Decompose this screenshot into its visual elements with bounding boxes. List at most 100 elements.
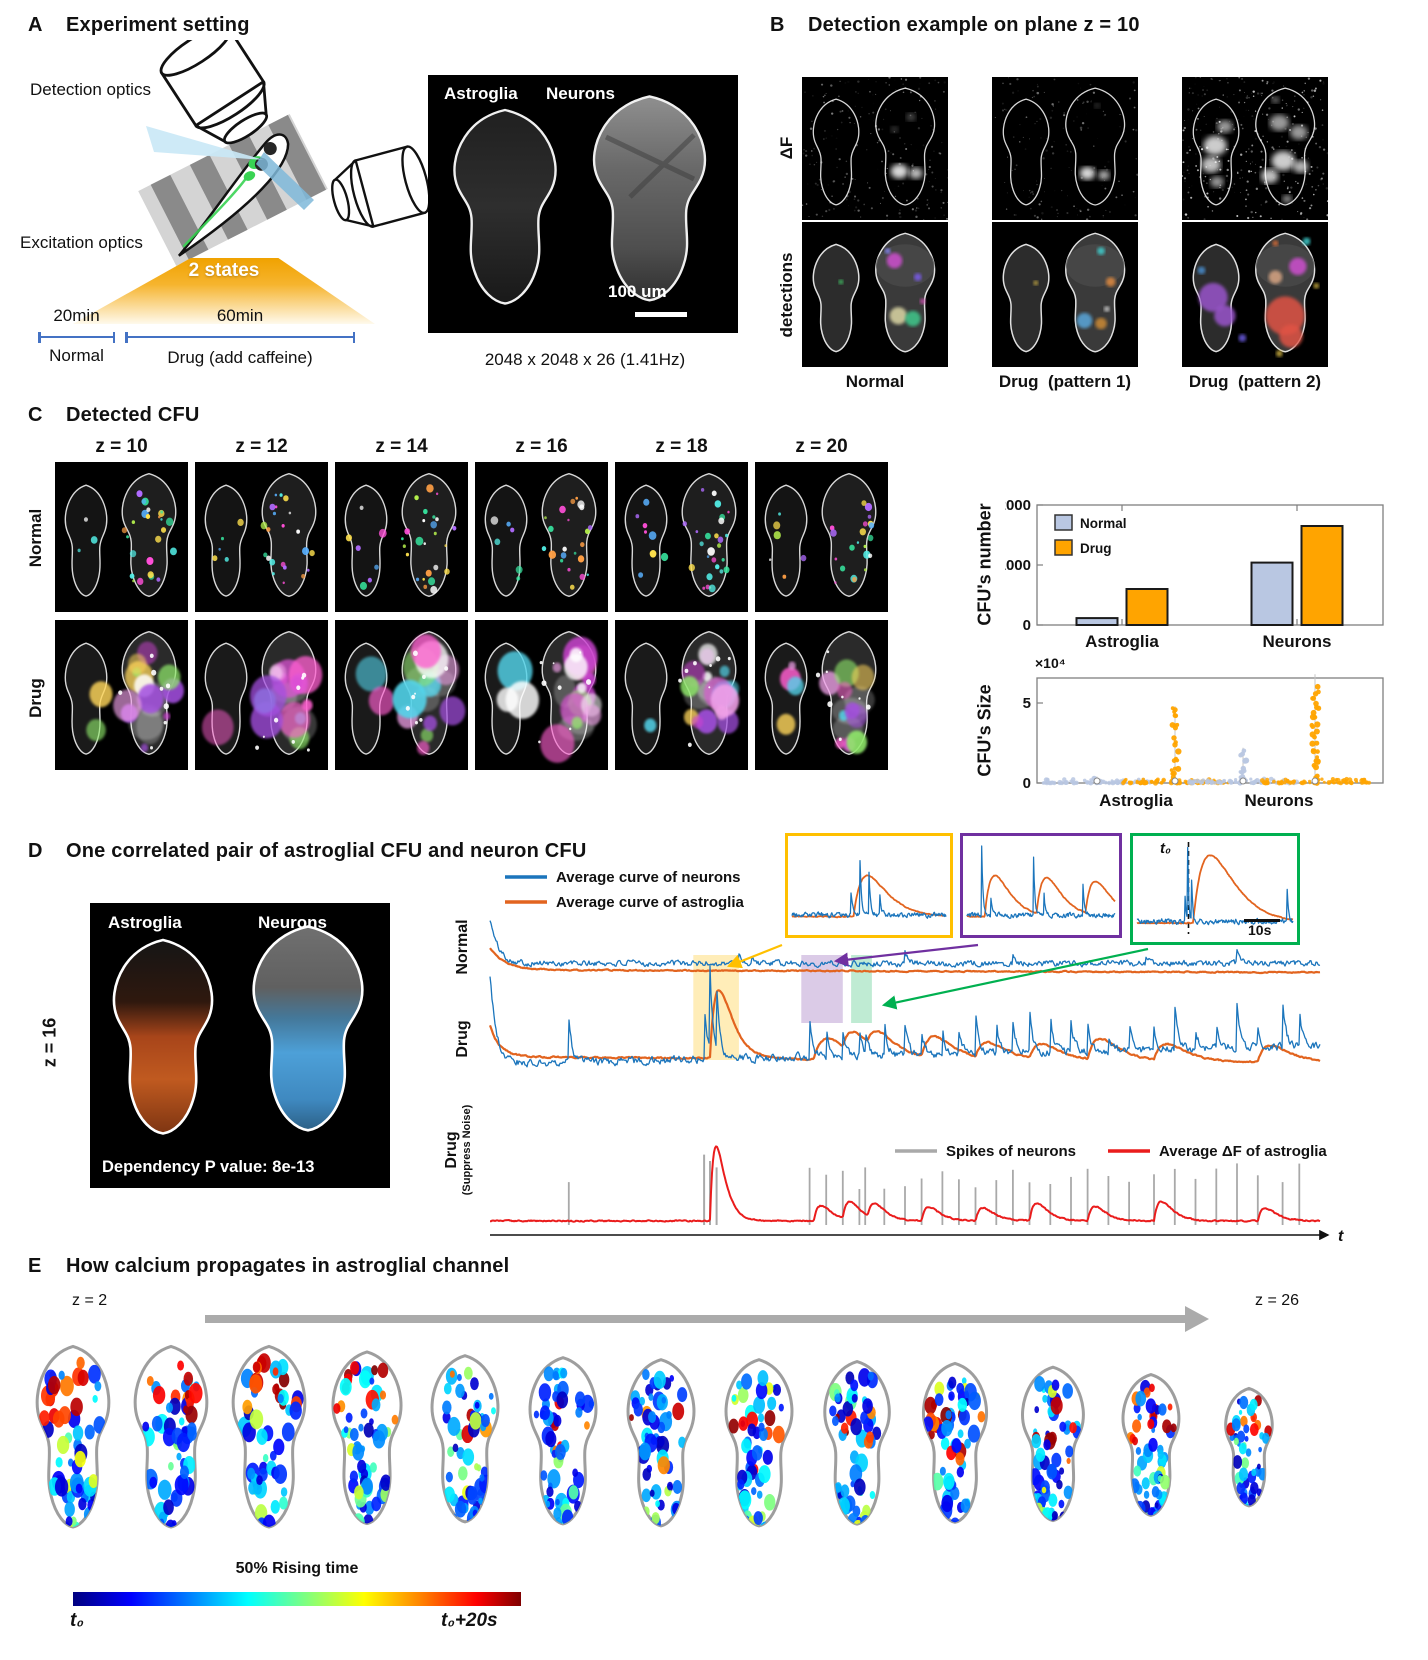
z-start-label: z = 2 [72, 1292, 108, 1309]
panel-e-title: E How calcium propagates in astroglial c… [28, 1255, 510, 1277]
row-label-detections: detections [777, 252, 796, 338]
cfu-tile-drug-z12 [195, 620, 328, 770]
cfu-tile-drug-z20 [755, 620, 888, 770]
inset-yellow [785, 833, 953, 938]
z-label-14: z = 14 [375, 436, 428, 457]
t0-marker-label: t₀ [1160, 840, 1171, 857]
timeline-normal-segment [38, 332, 115, 343]
propagation-brain [123, 1338, 219, 1563]
z-label-10: z = 10 [95, 436, 148, 457]
propagation-brain [711, 1338, 807, 1563]
z-label-12: z = 12 [235, 436, 288, 457]
rising-time-colorbar [73, 1592, 521, 1606]
df-image-drug1 [992, 77, 1138, 220]
svg-text:t: t [1338, 1228, 1344, 1245]
cfu-tile-normal-z10 [55, 462, 188, 612]
inset-green [1130, 833, 1300, 945]
svg-text:Astroglia: Astroglia [1085, 632, 1159, 651]
acquisition-caption: 2048 x 2048 x 26 (1.41Hz) [484, 350, 686, 369]
z-label-18: z = 18 [655, 436, 708, 457]
cfu-size-scatter-chart: ×10⁴ 0 5 Astroglia Neurons [1023, 655, 1384, 810]
propagation-brain [515, 1338, 611, 1563]
astroglia-channel-label: Astroglia [444, 84, 518, 103]
z-progression-arrow [205, 1315, 1185, 1323]
colorbar-left-label: t₀ [70, 1610, 84, 1631]
propagation-brain [25, 1338, 121, 1563]
svg-text:Neurons: Neurons [1245, 791, 1314, 810]
normal-phase-label: Normal [49, 346, 104, 365]
drug-duration: 60min [216, 306, 264, 325]
p-value-label: Dependency P value: 8e-13 [102, 1158, 315, 1176]
propagation-brain [809, 1338, 905, 1563]
svg-text:2000: 2000 [1005, 497, 1031, 514]
detections-image-drug1 [992, 222, 1138, 367]
propagation-brain [1201, 1338, 1297, 1563]
scale-bar [635, 312, 687, 317]
df-image-normal [802, 77, 948, 220]
svg-text:Average curve of astroglia: Average curve of astroglia [556, 894, 745, 911]
svg-text:×10⁴: ×10⁴ [1035, 655, 1066, 671]
propagation-brain [907, 1338, 1003, 1563]
astroglia-overlay-label: Astroglia [108, 913, 182, 932]
normal-duration: 20min [53, 306, 100, 325]
svg-text:Drug: Drug [1080, 541, 1112, 556]
cfu-tile-drug-z16 [475, 620, 608, 770]
cfu-tile-normal-z16 [475, 462, 608, 612]
cfu-tile-normal-z14 [335, 462, 468, 612]
trace-row-normal: Normal [454, 919, 471, 975]
z16-label: z = 16 [39, 1017, 60, 1068]
row-label-df: ΔF [777, 136, 796, 160]
z-label-16: z = 16 [515, 436, 568, 457]
colorbar-right-label: t₀+20s [441, 1610, 498, 1631]
cfu-number-bar-chart: 0 1000 2000 Astroglia Neurons Normal Drug [1005, 497, 1384, 651]
z-progression-arrowhead [1185, 1306, 1209, 1332]
cfu-row-normal: Normal [26, 508, 45, 568]
propagation-brain-row [25, 1338, 1410, 1563]
inset-scalebar-label: 10s [1248, 922, 1272, 938]
detections-image-normal [802, 222, 948, 367]
svg-text:Normal: Normal [1080, 516, 1127, 531]
propagation-brain [613, 1338, 709, 1563]
inset-purple [960, 833, 1122, 938]
cfu-tile-normal-z12 [195, 462, 328, 612]
experiment-diagram [18, 25, 431, 305]
bar-chart-ylabel: CFU's number [974, 503, 995, 626]
neurons-channel-label: Neurons [546, 84, 615, 103]
panel-b-letter: B [770, 14, 785, 36]
dual-channel-micrograph [428, 75, 738, 333]
svg-text:0: 0 [1023, 775, 1031, 792]
correlated-pair-micrograph [90, 903, 390, 1188]
timeline-drug-segment [125, 332, 355, 343]
panel-c-letter: C [28, 404, 43, 426]
df-image-drug2 [1182, 77, 1328, 220]
svg-text:1000: 1000 [1005, 557, 1031, 574]
scatter-ylabel: CFU's Size [974, 684, 995, 777]
z-end-label: z = 26 [1255, 1292, 1300, 1309]
trace-row-drug-suppress: Drug (Suppress Noise) [443, 1104, 473, 1196]
trace-row-drug: Drug [454, 1020, 471, 1058]
svg-text:Neurons: Neurons [1263, 632, 1332, 651]
panel-d-title: D One correlated pair of astroglial CFU … [28, 840, 587, 862]
cfu-row-drug: Drug [26, 678, 45, 718]
svg-text:Average ΔF of astroglia: Average ΔF of astroglia [1159, 1143, 1327, 1160]
panel-a-title: A Experiment setting [28, 14, 250, 36]
col-label-normal: Normal [845, 372, 905, 391]
cfu-tile-drug-z10 [55, 620, 188, 770]
svg-text:Average curve of neurons: Average curve of neurons [556, 869, 741, 886]
svg-text:5: 5 [1023, 695, 1031, 712]
inset-scalebar [1244, 919, 1280, 922]
svg-text:Spikes of neurons: Spikes of neurons [946, 1143, 1076, 1160]
excitation-optics-label: Excitation optics [20, 233, 143, 252]
detections-image-drug2 [1182, 222, 1328, 367]
panel-d-letter: D [28, 840, 43, 862]
cfu-tile-drug-z18 [615, 620, 748, 770]
cfu-tile-drug-z14 [335, 620, 468, 770]
neurons-overlay-label: Neurons [258, 913, 327, 932]
propagation-brain [221, 1338, 317, 1563]
propagation-brain [1005, 1338, 1101, 1563]
colorbar-title: 50% Rising time [235, 1560, 359, 1577]
detection-optics-label: Detection optics [30, 80, 151, 99]
panel-a-letter: A [28, 14, 43, 36]
propagation-brain [1103, 1338, 1199, 1563]
